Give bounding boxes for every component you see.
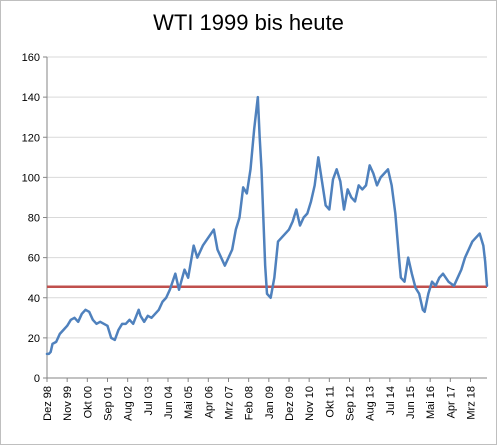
x-tick-label: Jun 04 — [163, 386, 175, 419]
y-tick-label: 140 — [22, 92, 40, 104]
x-tick-label: Jul 03 — [143, 386, 155, 415]
x-tick-label: Jan 09 — [264, 386, 276, 419]
x-tick-label: Mrz 07 — [224, 386, 236, 420]
axes — [43, 56, 487, 382]
x-tick-labels: Dez 98 Nov 99 Okt 00 Sep 01 Aug 02 Jul 03 Jun … — [42, 386, 478, 421]
y-tick-label: 40 — [28, 293, 40, 305]
x-tick-label: Okt 00 — [82, 386, 94, 418]
chart-title: WTI 1999 bis heute — [153, 10, 344, 35]
y-tick-label: 100 — [22, 172, 40, 184]
series-line-0 — [45, 95, 489, 356]
x-tick-label: Mai 16 — [425, 386, 437, 419]
x-tick-label: Sep 01 — [103, 386, 115, 421]
y-tick-label: 20 — [28, 333, 40, 345]
y-tick-label: 60 — [28, 253, 40, 265]
x-tick-label: Feb 08 — [244, 386, 256, 420]
x-tick-label: Okt 11 — [324, 386, 336, 418]
x-tick-label: Sep 12 — [345, 386, 357, 421]
y-tick-label: 120 — [22, 132, 40, 144]
x-tick-label: Nov 10 — [304, 386, 316, 421]
y-tick-label: 160 — [22, 52, 40, 64]
y-tick-label: 0 — [34, 373, 40, 385]
x-tick-label: Jun 15 — [405, 386, 417, 419]
x-tick-label: Mai 05 — [183, 386, 195, 419]
x-tick-label: Aug 13 — [365, 386, 377, 421]
series-layer — [45, 95, 489, 356]
x-tick-label: Jul 14 — [385, 386, 397, 415]
y-tick-labels: 0 20 40 60 80 100 120 140 160 — [22, 52, 40, 385]
x-tick-label: Mrz 18 — [466, 386, 478, 420]
y-tick-label: 80 — [28, 213, 40, 225]
x-tick-label: Aug 02 — [123, 386, 135, 421]
x-tick-label: Apr 17 — [445, 386, 457, 418]
x-tick-label: Dez 09 — [284, 386, 296, 421]
x-tick-label: Apr 06 — [203, 386, 215, 418]
x-tick-label: Nov 99 — [62, 386, 74, 421]
grid-lines — [47, 56, 487, 339]
x-tick-label: Dez 98 — [42, 386, 54, 421]
